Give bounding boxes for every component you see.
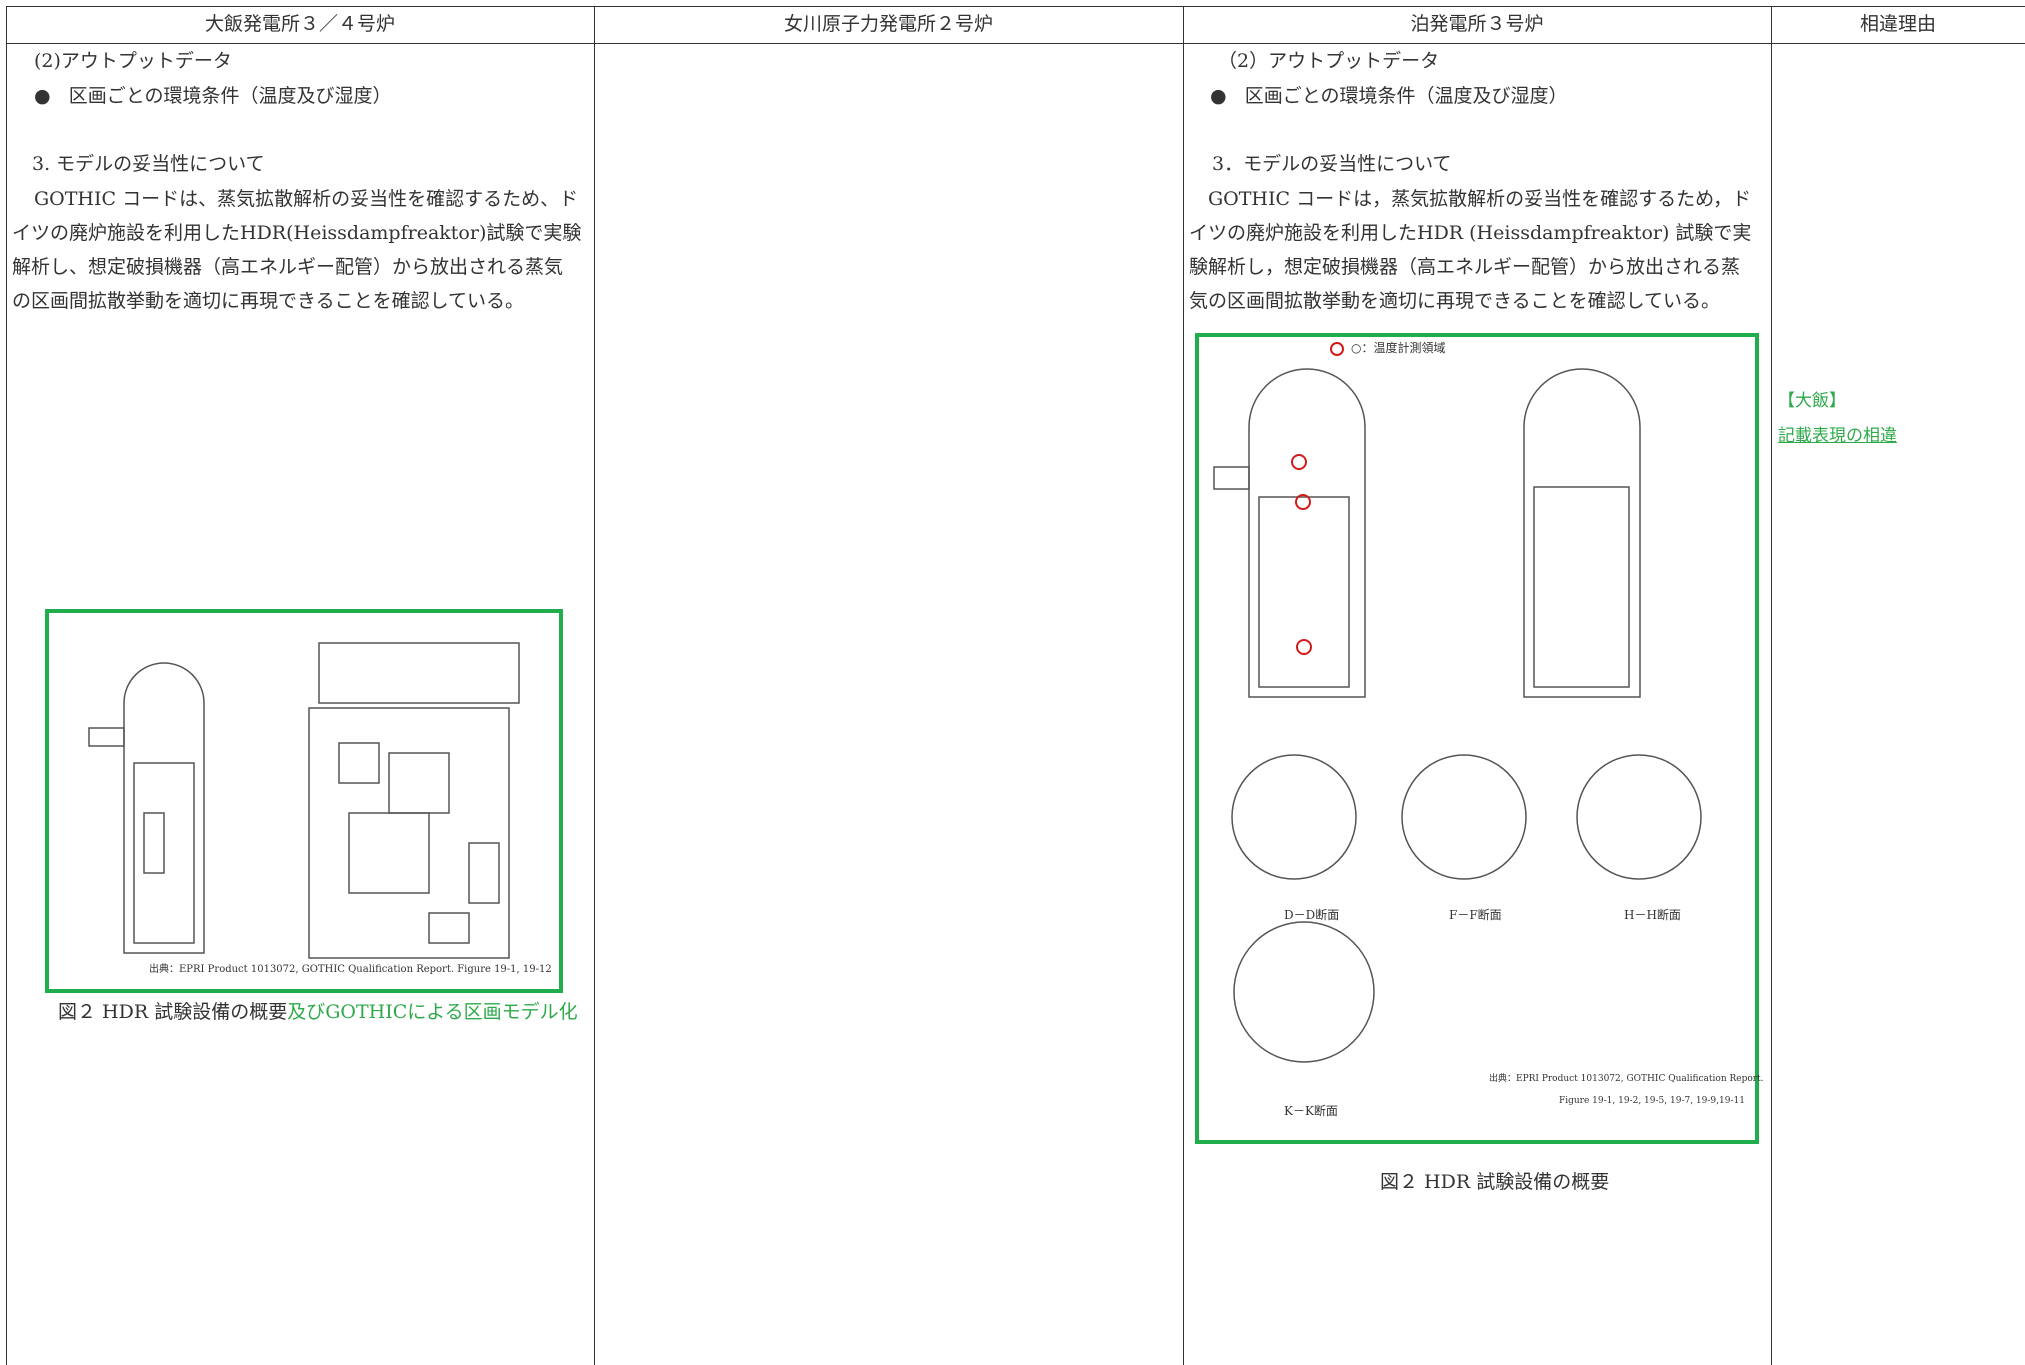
bullet-text: 区画ごとの環境条件（温度及び湿度）: [68, 85, 392, 107]
rule: [594, 6, 595, 1365]
bullet: ● 区画ごとの環境条件（温度及び湿度）: [1210, 85, 1568, 107]
header-cell: 相違理由: [1771, 6, 2025, 44]
caption: 図２ HDR 試験設備の概要及びGOTHICによる区画モデル化: [58, 1003, 578, 1022]
header-cell: 女川原子力発電所２号炉: [594, 6, 1183, 44]
figure-drawing: [88, 642, 520, 959]
para-line: 気の区画間拡散挙動を適切に再現できることを確認している。: [1189, 290, 1721, 312]
caption-text: 図２ HDR 試験設備の概要: [58, 1001, 288, 1023]
para-line: の区画間拡散挙動を適切に再現できることを確認している。: [12, 290, 525, 312]
section-label: D－D断面: [1284, 908, 1340, 922]
reason-tag: 【大飯】: [1778, 391, 1846, 411]
section-label: K－K断面: [1284, 1104, 1338, 1118]
header-cell: 大飯発電所３／４号炉: [6, 6, 594, 44]
figure: ○：温度計測領域 D－D断面 F－F断面 H－H断面 K－K断面 出典：EPRI…: [1195, 333, 1764, 1144]
para-line: GOTHIC コードは，蒸気拡散解析の妥当性を確認するため，ド: [1208, 188, 1752, 210]
figure-legend: ○：温度計測領域: [1351, 341, 1446, 355]
heading: (2)アウトプットデータ: [34, 50, 232, 72]
para-line: イツの廃炉施設を利用したHDR(Heissdampfreaktor)試験で実験: [12, 222, 582, 244]
para-line: GOTHIC コードは、蒸気拡散解析の妥当性を確認するため、ド: [34, 188, 579, 210]
rule: [1183, 6, 1184, 1365]
bullet-text: 区画ごとの環境条件（温度及び湿度）: [1244, 85, 1568, 107]
figure-source: 出典：EPRI Product 1013072, GOTHIC Qualific…: [149, 964, 552, 975]
para-line: イツの廃炉施設を利用したHDR (Heissdampfreaktor) 試験で実: [1189, 222, 1752, 244]
reason-text: 記載表現の相違: [1778, 426, 1897, 446]
heading: （2）アウトプットデータ: [1218, 50, 1440, 72]
bullet: ● 区画ごとの環境条件（温度及び湿度）: [34, 85, 392, 107]
rule: [6, 6, 2025, 7]
figure-source: Figure 19-1, 19-2, 19-5, 19-7, 19-9,19-1…: [1559, 1096, 1745, 1106]
figure-drawing: [1213, 342, 1702, 1063]
para-line: 験解析し，想定破損機器（高エネルギー配管）から放出される蒸: [1189, 256, 1741, 278]
section: 3. モデルの妥当性について: [32, 153, 265, 175]
caption-added: 及びGOTHICによる区画モデル化: [287, 1001, 578, 1023]
section-label: H－H断面: [1624, 908, 1681, 922]
section-label: F－F断面: [1449, 908, 1502, 922]
rule: [1771, 6, 1772, 1365]
section: 3．モデルの妥当性について: [1212, 153, 1452, 175]
header-cell: 泊発電所３号炉: [1183, 6, 1771, 44]
caption: 図２ HDR 試験設備の概要: [1380, 1171, 1610, 1193]
figure-source: 出典：EPRI Product 1013072, GOTHIC Qualific…: [1489, 1074, 1764, 1084]
para-line: 解析し、想定破損機器（高エネルギー配管）から放出される蒸気: [12, 256, 564, 278]
figure: 出典：EPRI Product 1013072, GOTHIC Qualific…: [45, 609, 563, 993]
rule: [6, 6, 7, 1365]
